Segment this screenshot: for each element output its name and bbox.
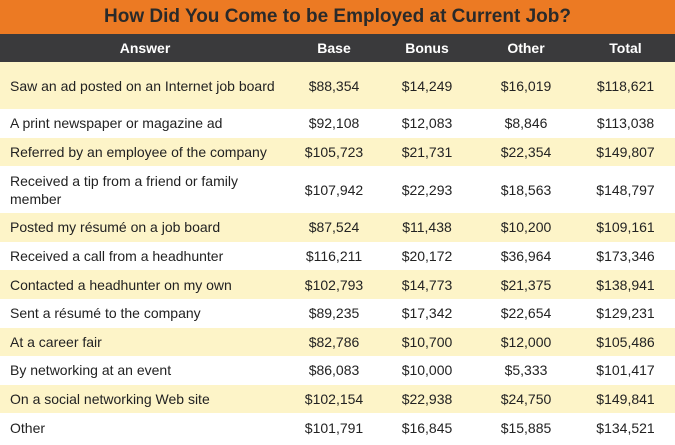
amount-cell: $101,791 — [290, 413, 378, 442]
table-row: Sent a résumé to the company $89,235 $17,3… — [0, 298, 675, 328]
amount-cell: $105,723 — [290, 137, 378, 167]
amount-cell: $102,793 — [290, 270, 378, 299]
answer-cell: Posted my résumé on a job board — [0, 213, 290, 242]
amount-cell: $107,942 — [290, 166, 378, 214]
answer-cell: A print newspaper or magazine ad — [0, 109, 290, 138]
amount-cell: $173,346 — [576, 241, 675, 271]
amount-cell: $21,731 — [378, 137, 476, 167]
amount-cell: $88,354 — [290, 62, 378, 109]
amount-cell: $109,161 — [576, 213, 675, 242]
amount-cell: $11,438 — [378, 213, 476, 242]
amount-cell: $18,563 — [476, 166, 576, 214]
table-row: Received a call from a headhunter $116,21… — [0, 241, 675, 271]
answer-cell: Other — [0, 413, 290, 442]
amount-cell: $118,621 — [576, 62, 675, 109]
amount-cell: $14,773 — [378, 270, 476, 299]
table-row: At a career fair $82,786 $10,700 $12,000 $10… — [0, 327, 675, 357]
amount-cell: $21,375 — [476, 270, 576, 299]
answer-cell: Sent a résumé to the company — [0, 298, 290, 328]
amount-cell: $149,807 — [576, 137, 675, 167]
amount-cell: $22,654 — [476, 298, 576, 328]
amount-cell: $116,211 — [290, 241, 378, 271]
amount-cell: $105,486 — [576, 327, 675, 357]
amount-cell: $102,154 — [290, 384, 378, 414]
amount-cell: $15,885 — [476, 413, 576, 442]
amount-cell: $14,249 — [378, 62, 476, 109]
amount-cell: $10,700 — [378, 327, 476, 357]
amount-cell: $22,293 — [378, 166, 476, 214]
column-header: Other — [476, 34, 576, 62]
amount-cell: $89,235 — [290, 298, 378, 328]
header-row: Answer Base Bonus Other Total — [0, 34, 675, 62]
amount-cell: $149,841 — [576, 384, 675, 414]
amount-cell: $12,083 — [378, 109, 476, 138]
amount-cell: $138,941 — [576, 270, 675, 299]
amount-cell: $86,083 — [290, 356, 378, 385]
answer-cell: Received a tip from a friend or family m… — [0, 166, 290, 214]
amount-cell: $24,750 — [476, 384, 576, 414]
amount-cell: $101,417 — [576, 356, 675, 385]
answer-cell: Received a call from a headhunter — [0, 241, 290, 271]
amount-cell: $92,108 — [290, 109, 378, 138]
answer-cell: Saw an ad posted on an Internet job boar… — [0, 62, 290, 109]
amount-cell: $20,172 — [378, 241, 476, 271]
answer-cell: At a career fair — [0, 327, 290, 357]
column-header: Answer — [0, 34, 290, 62]
amount-cell: $129,231 — [576, 298, 675, 328]
amount-cell: $148,797 — [576, 166, 675, 214]
amount-cell: $5,333 — [476, 356, 576, 385]
table-row: On a social networking Web site $102,154 $… — [0, 384, 675, 414]
table-row: Contacted a headhunter on my own $102,793… — [0, 270, 675, 299]
column-header: Bonus — [378, 34, 476, 62]
title: How Did You Come to be Employed at Curre… — [0, 0, 675, 34]
amount-cell: $16,845 — [378, 413, 476, 442]
table-row: Other $101,791 $16,845 $15,885 $134,521 — [0, 413, 675, 442]
amount-cell: $8,846 — [476, 109, 576, 138]
column-header: Total — [576, 34, 675, 62]
table-row: A print newspaper or magazine ad $92,108 $… — [0, 109, 675, 138]
table-row: Referred by an employee of the company $1… — [0, 137, 675, 167]
amount-cell: $82,786 — [290, 327, 378, 357]
amount-cell: $87,524 — [290, 213, 378, 242]
amount-cell: $16,019 — [476, 62, 576, 109]
amount-cell: $10,000 — [378, 356, 476, 385]
amount-cell: $22,938 — [378, 384, 476, 414]
amount-cell: $12,000 — [476, 327, 576, 357]
table-body: Saw an ad posted on an Internet job boar… — [0, 62, 675, 442]
amount-cell: $10,200 — [476, 213, 576, 242]
answer-cell: By networking at an event — [0, 356, 290, 385]
table-row: Posted my résumé on a job board $87,524 $1… — [0, 213, 675, 242]
answer-cell: Contacted a headhunter on my own — [0, 270, 290, 299]
amount-cell: $134,521 — [576, 413, 675, 442]
amount-cell: $17,342 — [378, 298, 476, 328]
answer-cell: Referred by an employee of the company — [0, 137, 290, 167]
table-row: By networking at an event $86,083 $10,000 $… — [0, 356, 675, 385]
amount-cell: $113,038 — [576, 109, 675, 138]
table-row: Saw an ad posted on an Internet job boar… — [0, 62, 675, 109]
answer-cell: On a social networking Web site — [0, 384, 290, 414]
table-row: Received a tip from a friend or family m… — [0, 166, 675, 214]
amount-cell: $22,354 — [476, 137, 576, 167]
column-header: Base — [290, 34, 378, 62]
table: Answer Base Bonus Other Total Saw an ad post… — [0, 34, 675, 442]
amount-cell: $36,964 — [476, 241, 576, 271]
